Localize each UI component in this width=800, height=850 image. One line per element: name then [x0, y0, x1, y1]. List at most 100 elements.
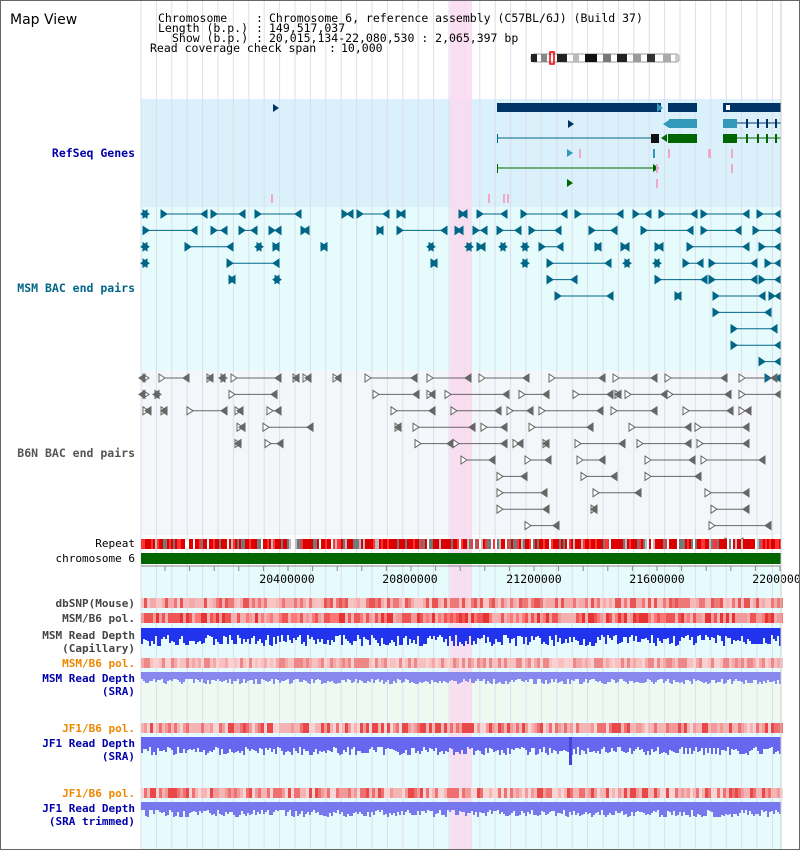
bac-end-pair[interactable]	[228, 274, 236, 285]
bac-end-pair[interactable]	[496, 487, 548, 498]
bac-end-pair[interactable]	[710, 504, 750, 515]
track-label-msm-bac[interactable]: MSM BAC end pairs	[17, 281, 135, 295]
read-depth-tracks[interactable]	[141, 628, 781, 817]
bac-end-pair[interactable]	[140, 209, 150, 219]
bac-end-pair[interactable]	[460, 455, 496, 465]
bac-end-pair[interactable]	[654, 241, 664, 252]
bac-end-pair[interactable]	[226, 258, 280, 269]
bac-end-pair[interactable]	[682, 258, 704, 269]
bac-end-pair[interactable]	[160, 405, 168, 416]
bac-end-pair[interactable]	[538, 405, 604, 416]
bac-end-pair[interactable]	[266, 405, 282, 416]
bac-end-pair[interactable]	[686, 241, 750, 252]
bac-end-pair[interactable]	[496, 225, 522, 236]
bac-end-pair[interactable]	[238, 225, 258, 236]
bac-end-pair[interactable]	[206, 373, 214, 383]
bac-end-pair[interactable]	[580, 471, 618, 482]
bac-end-pair[interactable]	[574, 438, 626, 449]
bac-end-pair[interactable]	[758, 274, 782, 285]
bac-end-pair[interactable]	[576, 455, 606, 465]
bac-end-pair[interactable]	[528, 225, 562, 236]
bac-end-pair[interactable]	[390, 405, 436, 416]
bac-end-pair[interactable]	[498, 241, 508, 252]
bac-end-pair[interactable]	[758, 356, 782, 367]
bac-end-pair[interactable]	[412, 422, 476, 433]
bac-end-pair[interactable]	[708, 274, 758, 285]
track-label-jf1-b6-pol[interactable]: JF1/B6 pol.	[62, 722, 135, 735]
bac-end-pair[interactable]	[524, 520, 560, 531]
bac-end-pair[interactable]	[620, 241, 630, 252]
chromosome-bar[interactable]	[141, 553, 781, 564]
bac-end-pair[interactable]	[480, 422, 508, 433]
bac-end-pair[interactable]	[426, 373, 472, 383]
bac-end-pair[interactable]	[520, 258, 530, 269]
bac-end-pair[interactable]	[254, 241, 264, 252]
bac-end-pair[interactable]	[664, 373, 728, 383]
track-label-jf1-b6-pol-2[interactable]: JF1/B6 pol.	[62, 787, 135, 800]
bac-end-pair[interactable]	[496, 471, 528, 482]
track-label-msm-read-depth-sra[interactable]: MSM Read Depth	[42, 672, 135, 685]
bac-end-pair[interactable]	[694, 422, 750, 433]
bac-end-pair[interactable]	[658, 209, 698, 219]
track-label-refseq[interactable]: RefSeq Genes	[52, 146, 135, 160]
track-label-msm-read-depth[interactable]: MSM Read Depth	[42, 629, 135, 642]
bac-end-pair[interactable]	[640, 225, 694, 236]
bac-end-pair[interactable]	[160, 209, 208, 219]
bac-end-pair[interactable]	[554, 291, 614, 301]
bac-end-pair[interactable]	[542, 438, 550, 449]
bac-end-pair[interactable]	[612, 373, 658, 383]
selected-region-highlight[interactable]	[450, 1, 472, 850]
track-label-repeat[interactable]: Repeat	[95, 537, 135, 550]
bac-end-pair[interactable]	[704, 487, 750, 498]
bac-end-pair[interactable]	[376, 225, 384, 236]
polymorphism-tracks[interactable]	[141, 598, 783, 798]
bac-end-pair[interactable]	[518, 389, 550, 400]
bac-end-pair[interactable]	[512, 438, 524, 449]
track-label-jf1-read-depth[interactable]: JF1 Read Depth	[42, 737, 135, 750]
bac-end-pair[interactable]	[548, 373, 606, 383]
bac-end-pair[interactable]	[452, 438, 508, 449]
bac-end-pair[interactable]	[478, 373, 530, 383]
bac-end-pair[interactable]	[268, 225, 282, 236]
bac-end-pair[interactable]	[546, 258, 612, 269]
bac-end-pair[interactable]	[272, 241, 280, 252]
b6n-bac-pairs[interactable]	[138, 373, 782, 547]
bac-end-pair[interactable]	[496, 504, 550, 515]
bac-end-pair[interactable]	[644, 471, 702, 482]
bac-end-pair[interactable]	[524, 455, 552, 465]
bac-end-pair[interactable]	[652, 258, 662, 269]
bac-end-pair[interactable]	[674, 291, 682, 301]
track-label-chromosome[interactable]: chromosome 6	[56, 552, 135, 565]
bac-end-pair[interactable]	[302, 373, 312, 383]
bac-end-pair[interactable]	[738, 405, 752, 416]
bac-end-pair[interactable]	[476, 241, 486, 252]
bac-end-pair[interactable]	[712, 307, 772, 318]
bac-end-pair[interactable]	[458, 209, 468, 219]
bac-end-pair[interactable]	[300, 225, 310, 236]
bac-end-pair[interactable]	[588, 225, 618, 236]
bac-end-pair[interactable]	[138, 373, 150, 383]
bac-end-pair[interactable]	[396, 225, 448, 236]
bac-end-pair[interactable]	[140, 241, 150, 252]
bac-end-pair[interactable]	[426, 389, 436, 400]
refseq-genes[interactable]	[271, 103, 781, 203]
repeat-track[interactable]	[141, 539, 781, 549]
bac-end-pair[interactable]	[594, 241, 602, 252]
bac-end-pair[interactable]	[528, 422, 594, 433]
bac-end-pair[interactable]	[696, 438, 750, 449]
bac-end-pair[interactable]	[572, 389, 614, 400]
bac-end-pair[interactable]	[430, 258, 438, 269]
bac-end-pair[interactable]	[234, 438, 242, 449]
bac-end-pair[interactable]	[708, 520, 772, 531]
bac-end-pair[interactable]	[708, 258, 758, 269]
bac-end-pair[interactable]	[142, 405, 152, 416]
track-label-msm-b6-pol-sra[interactable]: MSM/B6 pol.	[62, 657, 135, 670]
bac-end-pair[interactable]	[184, 241, 234, 252]
bac-end-pair[interactable]	[230, 373, 282, 383]
bac-end-pair[interactable]	[644, 455, 696, 465]
bac-end-pair[interactable]	[764, 258, 782, 269]
bac-end-pair[interactable]	[152, 389, 162, 400]
bac-end-pair[interactable]	[356, 209, 390, 219]
bac-end-pair[interactable]	[264, 438, 284, 449]
bac-end-pair[interactable]	[272, 274, 282, 285]
